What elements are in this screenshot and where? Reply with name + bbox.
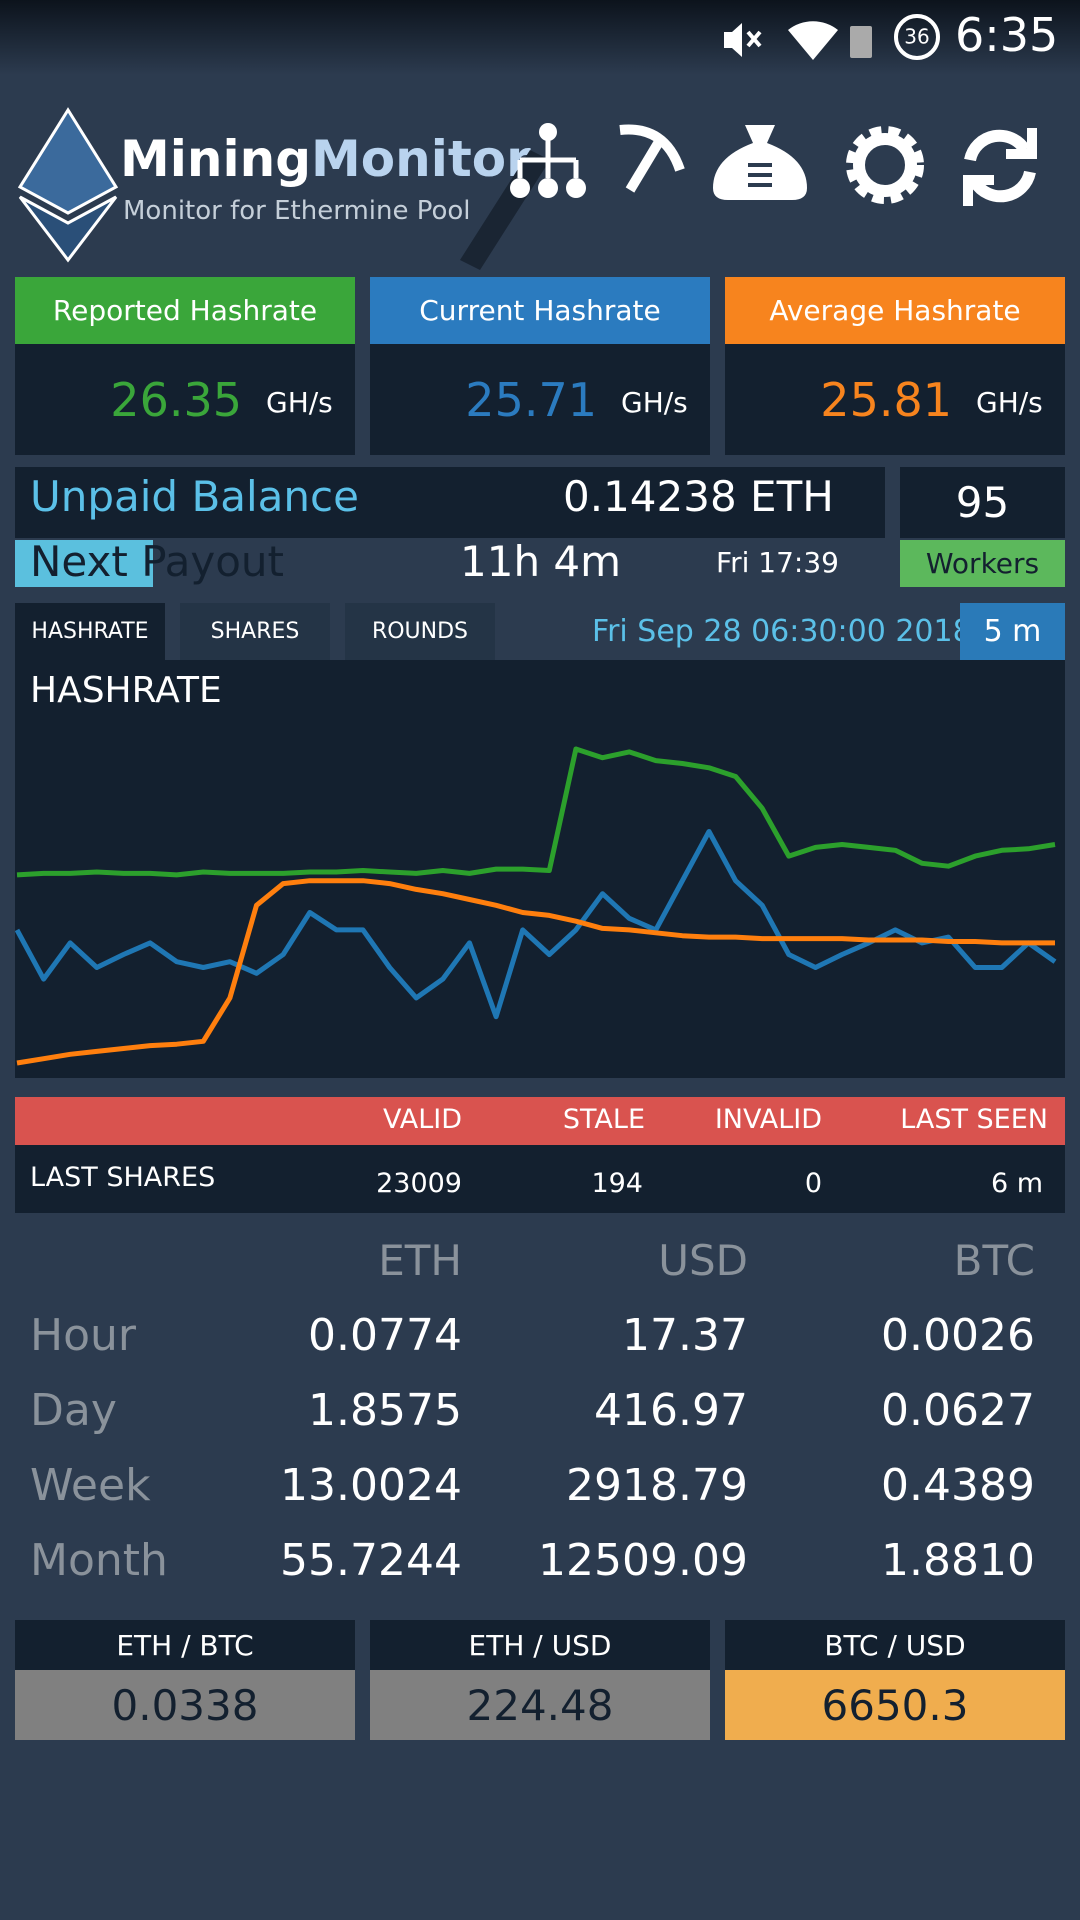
title-part: Monitor xyxy=(311,130,531,188)
tab[interactable]: ROUNDS xyxy=(345,603,495,660)
earnings-value: 416.97 xyxy=(594,1385,748,1436)
shares-column-header: VALID xyxy=(382,1104,462,1135)
price-value: 224.48 xyxy=(370,1670,710,1740)
card-value: 25.71 xyxy=(465,373,597,427)
app-title: MiningMonitor xyxy=(120,130,531,188)
balance-value: 0.14238 ETH xyxy=(563,472,834,521)
earnings-value: 12509.09 xyxy=(538,1535,748,1586)
logo xyxy=(17,107,119,263)
price-label: ETH / BTC xyxy=(15,1620,355,1670)
title-part: Mining xyxy=(120,130,312,188)
earnings-column-header: BTC xyxy=(953,1236,1035,1285)
earnings-column-header: USD xyxy=(658,1236,748,1285)
payout-time: Fri 17:39 xyxy=(716,546,839,579)
earnings-value: 0.0774 xyxy=(308,1310,462,1361)
refresh-button[interactable] xyxy=(963,128,1037,206)
toolbar xyxy=(460,123,1037,270)
earnings-value: 0.4389 xyxy=(881,1460,1035,1511)
chart-title: HASHRATE xyxy=(30,670,222,711)
clock: 6:35 xyxy=(955,8,1059,62)
payout-remaining: 11h 4m xyxy=(460,537,622,586)
tab[interactable]: HASHRATE xyxy=(15,603,165,660)
earnings-row-label: Week xyxy=(30,1460,151,1511)
battery-level: 36 xyxy=(904,25,929,49)
hashrate-line xyxy=(16,878,1055,1066)
shares-column-header: STALE xyxy=(562,1104,645,1135)
earnings-column-header: ETH xyxy=(378,1236,462,1285)
earnings-row-label: Month xyxy=(30,1535,168,1586)
balance-label: Unpaid Balance xyxy=(30,472,359,521)
earnings-row-label: Hour xyxy=(30,1310,136,1361)
shares-header xyxy=(15,1097,1065,1145)
earnings-value: 0.0026 xyxy=(881,1310,1035,1361)
settings-button[interactable] xyxy=(846,126,924,204)
card-unit: GH/s xyxy=(266,386,333,419)
earnings-value: 1.8810 xyxy=(881,1535,1035,1586)
card-header: Current Hashrate xyxy=(370,277,710,344)
workers-label[interactable]: Workers xyxy=(900,540,1065,587)
payout-progress xyxy=(15,540,153,587)
card-unit: GH/s xyxy=(621,386,688,419)
workers-button[interactable] xyxy=(510,123,586,198)
payout-label: Next Payout xyxy=(30,537,285,586)
workers-count[interactable]: 95 xyxy=(900,467,1065,538)
shares-value: 23009 xyxy=(376,1168,462,1199)
shares-value: 6 m xyxy=(990,1168,1043,1199)
card-body xyxy=(725,344,1065,455)
status-bar: 36 6:35 xyxy=(0,0,1080,75)
tab[interactable]: SHARES xyxy=(180,603,330,660)
price-value: 6650.3 xyxy=(725,1670,1065,1740)
earnings-value: 0.0627 xyxy=(881,1385,1035,1436)
shares-value: 0 xyxy=(804,1168,822,1199)
earnings-value: 2918.79 xyxy=(566,1460,748,1511)
shares-value: 194 xyxy=(591,1168,643,1199)
earnings-value: 1.8575 xyxy=(308,1385,462,1436)
shares-row xyxy=(15,1145,1065,1213)
price-label: BTC / USD xyxy=(725,1620,1065,1670)
chart: HASHRATE xyxy=(15,660,1065,1078)
card-value: 25.81 xyxy=(820,373,952,427)
card-header: Average Hashrate xyxy=(725,277,1065,344)
interval-button[interactable]: 5 m xyxy=(960,603,1065,660)
price-label: ETH / USD xyxy=(370,1620,710,1670)
price-value: 0.0338 xyxy=(15,1670,355,1740)
status-icons xyxy=(724,21,872,60)
card-value: 26.35 xyxy=(110,373,242,427)
shares-column-header: LAST SEEN xyxy=(900,1104,1048,1135)
card-body xyxy=(370,344,710,455)
earnings-value: 13.0024 xyxy=(280,1460,462,1511)
balance-box xyxy=(15,467,885,538)
shares-column-header: INVALID xyxy=(714,1104,822,1135)
earnings-value: 55.7244 xyxy=(280,1535,462,1586)
pickaxe-button[interactable] xyxy=(619,124,685,193)
card-unit: GH/s xyxy=(976,386,1043,419)
hashrate-line xyxy=(16,746,1056,878)
card-body xyxy=(15,344,355,455)
battery-icon: 36 xyxy=(894,14,940,60)
chart-timestamp: Fri Sep 28 06:30:00 2018 xyxy=(592,614,972,649)
card-header: Reported Hashrate xyxy=(15,277,355,344)
payouts-button[interactable] xyxy=(713,125,807,200)
app-subtitle: Monitor for Ethermine Pool xyxy=(123,196,471,226)
shares-row-label: LAST SHARES xyxy=(30,1162,216,1193)
earnings-value: 17.37 xyxy=(622,1310,748,1361)
earnings-row-label: Day xyxy=(30,1385,117,1436)
hashrate-line xyxy=(15,829,1057,1020)
